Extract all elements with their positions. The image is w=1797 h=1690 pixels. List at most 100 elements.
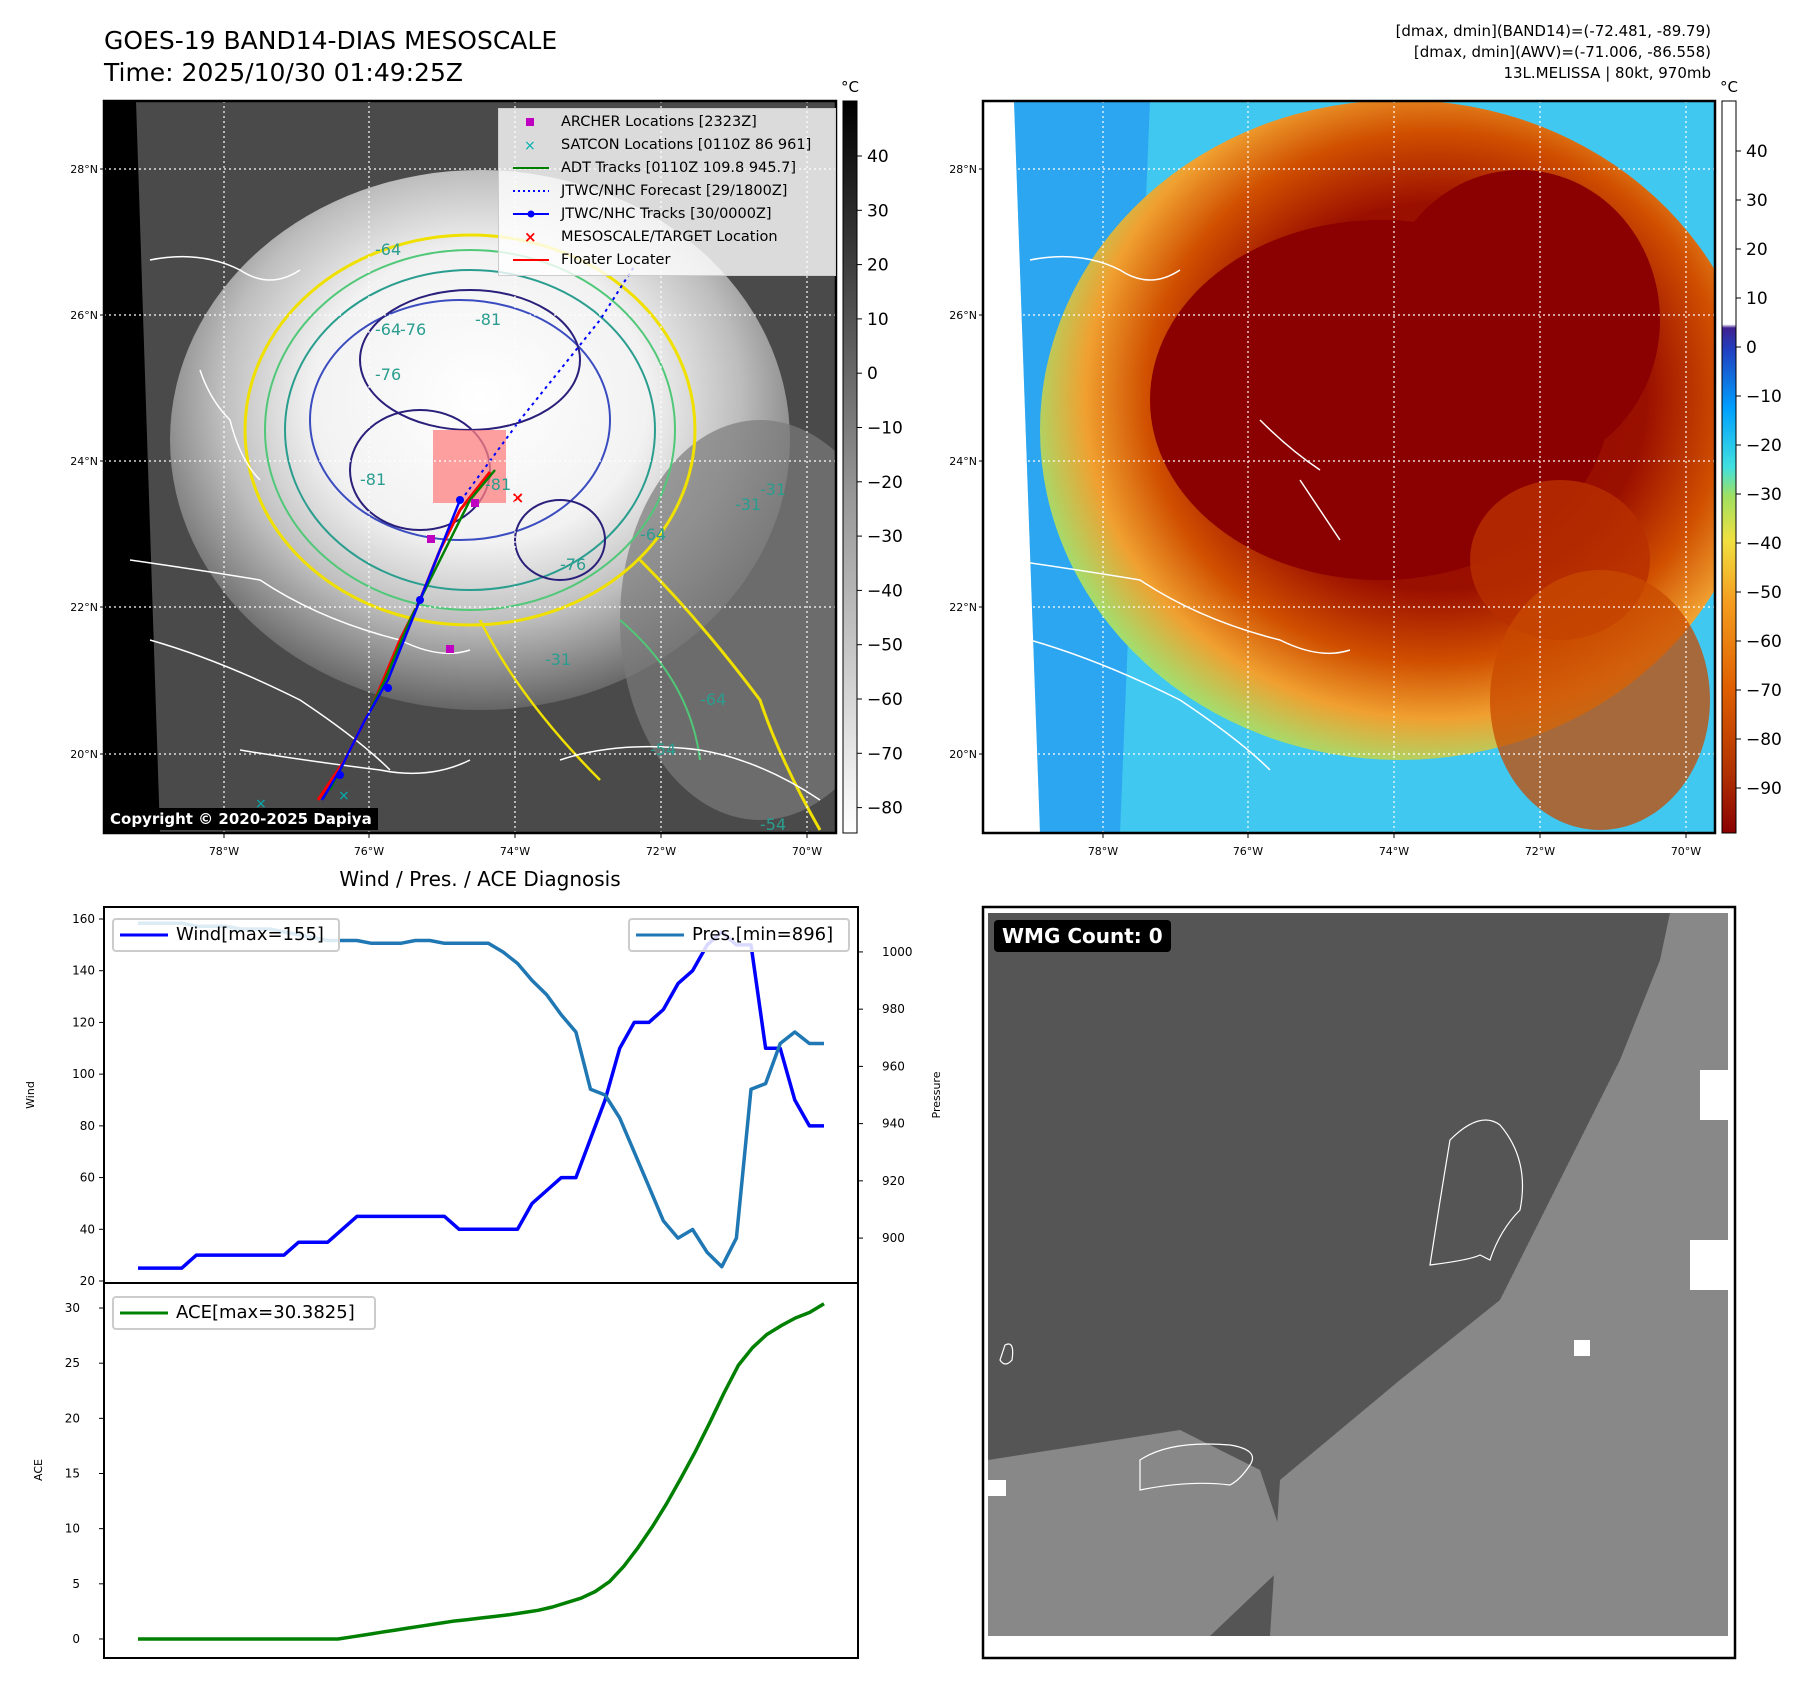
lat-tick-label: 20°N: [949, 748, 977, 761]
ace-ytick-label: 20: [65, 1411, 80, 1425]
colorbar-tick-label: 20: [867, 256, 889, 276]
line-marker-icon: [513, 167, 549, 169]
dotted-line-icon: [513, 190, 549, 192]
contour-label: -81: [360, 470, 386, 489]
lon-tick-label: 70°W: [1671, 845, 1701, 858]
figure-title: GOES-19 BAND14-DIAS MESOSCALE: [104, 26, 558, 55]
band14-range: [dmax, dmin](BAND14)=(-72.481, -89.79): [1395, 22, 1711, 40]
contour-label: -31: [735, 495, 761, 514]
lat-tick-label: 28°N: [949, 163, 977, 176]
colorbar-tick-label: 0: [1746, 338, 1757, 358]
colorbar-tick-label: −40: [867, 581, 903, 601]
colorbar-tick-label: −90: [1746, 779, 1782, 799]
colorbar-tick-label: −30: [1746, 485, 1782, 505]
line-dot-icon: [513, 210, 549, 218]
x-marker-icon: ×: [524, 138, 536, 153]
legend-pressure: Pres.[min=896]: [628, 918, 850, 952]
wind-ytick-label: 120: [72, 1015, 95, 1029]
wind-ytick-label: 20: [80, 1274, 95, 1288]
ace-ytick-label: 15: [65, 1467, 80, 1481]
svg-text:×: ×: [524, 229, 537, 245]
contour-label: -81: [485, 475, 511, 494]
svg-text:×: ×: [511, 488, 524, 507]
wind-ytick-label: 40: [80, 1222, 95, 1236]
lat-tick-label: 22°N: [949, 601, 977, 614]
chart-title: Wind / Pres. / ACE Diagnosis: [339, 867, 620, 891]
contour-label: -76: [375, 365, 401, 384]
ace-ytick-label: 30: [65, 1301, 80, 1315]
contour-label: -54: [650, 740, 676, 759]
lat-tick-label: 22°N: [70, 601, 98, 614]
contour-label: -64: [700, 690, 726, 709]
ace-ytick-label: 25: [65, 1356, 80, 1370]
contour-label: -31: [760, 480, 786, 499]
colorbar-tick-label: −50: [1746, 583, 1782, 603]
lat-tick-label: 28°N: [70, 163, 98, 176]
wind-ytick-label: 140: [72, 964, 95, 978]
contour-label: -54: [760, 815, 786, 834]
pressure-ytick-label: 900: [882, 1231, 905, 1245]
colorbar-tick-label: −60: [867, 690, 903, 710]
map-legend: ARCHER Locations [2323Z] × SATCON Locati…: [498, 108, 836, 276]
colorbar-tick-label: −70: [1746, 681, 1782, 701]
contour-label: -64: [640, 525, 666, 544]
square-marker-icon: [526, 118, 534, 126]
awv-colorbar: °C 40 30 20 10 0 −10 −20 −30 −40 −50 −60 −70 −80 −90: [1720, 78, 1782, 834]
lon-tick-label: 74°W: [500, 845, 530, 858]
wmg-count-label: WMG Count: 0: [994, 920, 1171, 952]
pressure-ytick-label: 980: [882, 1002, 905, 1016]
colorbar-tick-label: 20: [1746, 240, 1768, 260]
copyright-label: Copyright © 2020-2025 Dapiya: [104, 808, 378, 830]
contour-label: -76: [400, 320, 426, 339]
colorbar-tick-label: 0: [867, 364, 878, 384]
colorbar-tick-label: −10: [867, 419, 903, 439]
pressure-axis-label: Pressure: [930, 1071, 943, 1118]
svg-text:×: ×: [524, 138, 536, 153]
wind-line-icon: [120, 933, 168, 937]
colorbar-tick-label: −30: [867, 527, 903, 547]
awv-range: [dmax, dmin](AWV)=(-71.006, -86.558): [1413, 43, 1711, 61]
svg-text:×: ×: [255, 796, 267, 812]
legend-wind: Wind[max=155]: [112, 918, 340, 952]
pressure-line-icon: [636, 933, 684, 937]
ace-line-icon: [120, 1311, 168, 1315]
colorbar-tick-label: −70: [867, 744, 903, 764]
figure-time: Time: 2025/10/30 01:49:25Z: [104, 58, 463, 87]
colorbar-tick-label: −20: [867, 473, 903, 493]
x-marker-icon: ×: [524, 229, 537, 245]
colorbar-tick-label: 30: [1746, 191, 1768, 211]
contour-label: -81: [475, 310, 501, 329]
colorbar-tick-label: 10: [1746, 289, 1768, 309]
lon-tick-label: 76°W: [1233, 845, 1263, 858]
colorbar-tick-label: 10: [867, 310, 889, 330]
colorbar-tick-label: 40: [1746, 142, 1768, 162]
contour-label: -76: [560, 555, 586, 574]
wind-ytick-label: 100: [72, 1067, 95, 1081]
ace-ytick-label: 0: [72, 1632, 80, 1646]
storm-info: 13L.MELISSA | 80kt, 970mb: [1503, 64, 1711, 82]
legend-ace: ACE[max=30.3825]: [112, 1296, 376, 1330]
pressure-ytick-label: 920: [882, 1174, 905, 1188]
lon-tick-label: 78°W: [209, 845, 239, 858]
line-marker-icon: [513, 259, 549, 261]
ace-series-line: [138, 1302, 825, 1641]
colorbar-tick-label: −60: [1746, 632, 1782, 652]
lon-tick-label: 70°W: [792, 845, 822, 858]
wind-ytick-label: 60: [80, 1171, 95, 1185]
wind-ytick-label: 80: [80, 1119, 95, 1133]
cbar-left-unit: °C: [841, 78, 859, 96]
colorbar-tick-label: −80: [867, 799, 903, 819]
lon-tick-label: 78°W: [1088, 845, 1118, 858]
lon-tick-label: 72°W: [1525, 845, 1555, 858]
ace-axis-label: ACE: [32, 1459, 45, 1481]
contour-label: -64: [375, 240, 401, 259]
lon-tick-label: 72°W: [646, 845, 676, 858]
wind-ytick-label: 160: [72, 912, 95, 926]
lat-tick-label: 24°N: [70, 455, 98, 468]
lon-tick-label: 76°W: [354, 845, 384, 858]
ace-ytick-label: 5: [72, 1577, 80, 1591]
lon-tick-label: 74°W: [1379, 845, 1409, 858]
wind-pres-ace-chart: Wind / Pres. / ACE Diagnosis 20 40 60 80 100…: [24, 867, 943, 1659]
cbar-right-unit: °C: [1720, 78, 1738, 96]
